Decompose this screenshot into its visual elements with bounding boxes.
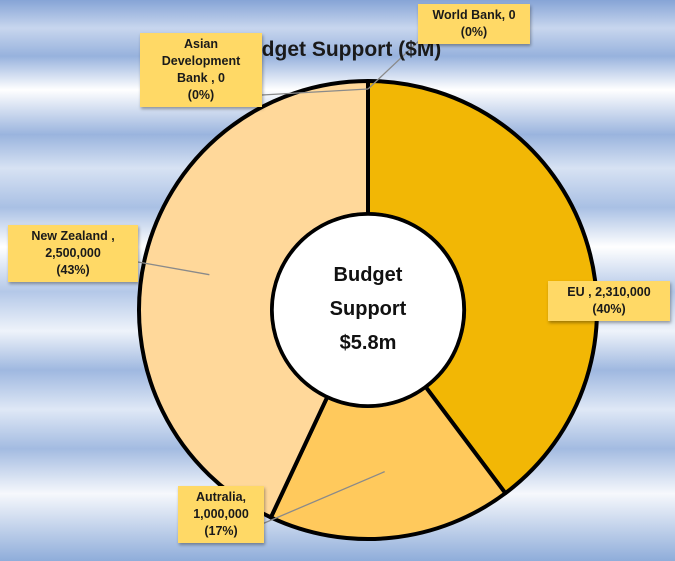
donut-center-label: Budget Support $5.8m (270, 258, 466, 360)
leader-line-world-bank (367, 39, 421, 90)
leader-line-asian-development-bank (261, 88, 369, 96)
data-label-new-zealand: New Zealand , 2,500,000 (43%) (8, 225, 138, 282)
center-label-amount: $5.8m (339, 332, 397, 354)
donut-center-hole (270, 212, 466, 408)
center-label-line: Support (329, 298, 407, 320)
leader-line-new-zealand (137, 261, 210, 276)
chart-title: Budget Support ($M) (233, 38, 442, 61)
leader-line-autralia (261, 471, 385, 525)
data-label-asian-development-bank: Asian Development Bank , 0 (0%) (140, 33, 262, 107)
data-label-autralia: Autralia, 1,000,000 (17%) (178, 486, 264, 543)
data-label-eu: EU , 2,310,000 (40%) (548, 281, 670, 321)
data-label-world-bank: World Bank, 0 (0%) (418, 4, 530, 44)
center-label-line: Budget (333, 264, 403, 286)
